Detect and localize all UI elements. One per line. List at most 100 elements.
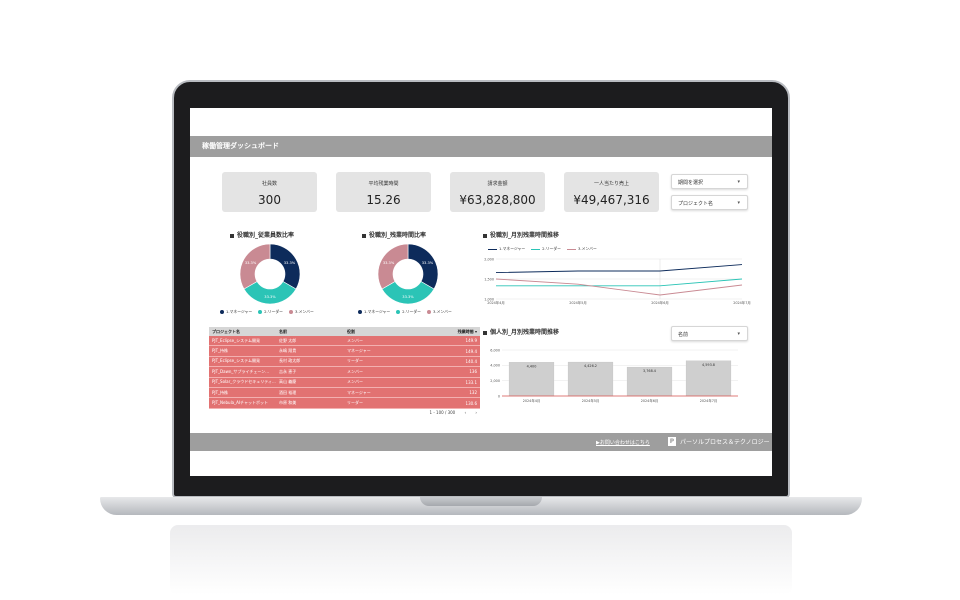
bar[interactable] [685, 360, 732, 397]
table-header: プロジェクト名 名前 役割 残業時間 ▾ [209, 327, 480, 336]
y-tick-label: 1,500 [484, 277, 494, 281]
line-chart-legend: 1.マネージャー 2.リーダー 3.メンバー [488, 246, 597, 252]
bar[interactable] [567, 361, 614, 397]
cell-role: リーダー [347, 400, 363, 406]
contact-link[interactable]: ▶お問い合わせはこちら [596, 440, 650, 446]
legend-dot-icon [258, 310, 263, 314]
cell-overtime: 149.9 [465, 338, 477, 344]
donut-slice-manager[interactable] [407, 243, 439, 290]
kpi-value: 300 [258, 193, 281, 207]
bar-chart-title: 個人別_月別残業時間推移 [483, 327, 559, 336]
table-row[interactable]: PJT_Eclipse_システム開発 佐野 太郎 メンバー 149.9 [209, 336, 480, 347]
donut2-legend: 1.マネージャー 2.リーダー 3.メンバー [358, 309, 452, 315]
legend-dot-icon [426, 310, 431, 314]
table-row[interactable]: PJT_Eclipse_システム開発 長村 政太郎 リーダー 140.4 [209, 356, 480, 368]
kpi-value: ¥63,828,800 [459, 193, 536, 207]
legend-dot-icon [220, 310, 224, 314]
period-select-label: 期間を選択 [678, 180, 704, 186]
bar-data-label: 4,593.8 [702, 363, 715, 367]
cell-role: メンバー [347, 368, 363, 374]
dashboard-title: 稼働管理ダッシュボード [202, 142, 279, 150]
pager-range: 1 - 100 / 300 [429, 410, 456, 415]
kpi-label: 平均残業時間 [368, 181, 399, 187]
table-row[interactable]: PJT_持株 永嶋 翔貴 マネージャー 149.4 [209, 346, 480, 357]
header-name[interactable]: 名前 [279, 328, 287, 334]
y-tick-label: 2,000 [484, 257, 494, 261]
donut-data-label: 33.3% [264, 295, 276, 299]
kpi-label: 一人当たり売上 [593, 181, 629, 187]
kpi-value: 15.26 [366, 193, 401, 207]
cell-role: マネージャー [347, 389, 371, 395]
header-overtime[interactable]: 残業時間 ▾ [457, 328, 477, 334]
caret-down-icon: ▾ [737, 200, 740, 206]
bar[interactable] [508, 362, 555, 397]
dashboard-header: 稼働管理ダッシュボード [190, 136, 772, 157]
table-row[interactable]: PJT_Solar_クラウドセキュリティ... 高山 義慶 メンバー 133.1 [209, 377, 480, 388]
donut-slice-member[interactable] [377, 243, 409, 290]
donut-slice-leader[interactable] [381, 281, 435, 305]
header-role[interactable]: 役割 [347, 328, 355, 334]
legend-item-manager: 1.マネージャー [488, 246, 525, 252]
square-bullet-icon [483, 233, 487, 238]
donut1-chart: 33.3% 33.3% 33.3% [239, 243, 301, 305]
y-tick-label: 6,000 [490, 348, 500, 352]
table-row[interactable]: PJT_Nebula_AIチャットボット 市原 和美 リーダー 130.6 [209, 398, 480, 409]
header-project[interactable]: プロジェクト名 [212, 328, 240, 334]
x-tick-label: 2024年6月 [651, 300, 669, 305]
cell-project: PJT_Solar_クラウドセキュリティ... [212, 379, 276, 385]
cell-role: マネージャー [347, 348, 371, 354]
name-select-label: 名前 [678, 332, 689, 338]
cell-project: PJT_持株 [212, 389, 229, 395]
donut-data-label: 33.3% [402, 295, 414, 299]
x-tick-label: 2024年4月 [523, 398, 541, 403]
brand-logo-icon: P [668, 437, 676, 446]
cell-overtime: 130.6 [465, 400, 477, 406]
cell-name: 酒田 裕理 [279, 389, 297, 395]
legend-item-leader: 2.リーダー [531, 246, 561, 252]
legend-item-leader: 2.リーダー [258, 309, 283, 315]
donut-slice-manager[interactable] [269, 243, 301, 290]
donut-slice-leader[interactable] [243, 281, 297, 305]
bar[interactable] [626, 366, 673, 397]
donut-data-label: 33.3% [245, 261, 257, 265]
legend-dot-icon [358, 310, 362, 314]
donut-slice-member[interactable] [239, 243, 271, 290]
legend-dot-icon [288, 310, 293, 314]
cell-name: 高山 義慶 [279, 379, 297, 385]
bar-data-label: 4,400 [527, 364, 537, 368]
project-select-label: プロジェクト名 [678, 201, 714, 207]
brand-name: パーソルプロセス＆テクノロジー [680, 439, 770, 446]
square-bullet-icon [362, 233, 366, 238]
kpi-card-employees: 社員数 300 [222, 172, 317, 212]
donut1-legend: 1.マネージャー 2.リーダー 3.メンバー [220, 309, 314, 315]
project-select[interactable]: プロジェクト名 ▾ [671, 195, 748, 210]
bar-chart: 6,000 4,000 2,000 0 4,400 2024年4月 4,426.2 2024年… [490, 348, 738, 403]
name-select[interactable]: 名前 ▾ [671, 326, 748, 341]
table-row[interactable]: PJT_持株 酒田 裕理 マネージャー 132 [209, 387, 480, 399]
kpi-card-billing: 請求金額 ¥63,828,800 [450, 172, 545, 212]
overtime-table: プロジェクト名 名前 役割 残業時間 ▾ PJT_Eclipse_システム開発 … [209, 327, 480, 409]
cell-project: PJT_Eclipse_システム開発 [212, 358, 260, 364]
cell-project: PJT_Eclipse_システム開発 [212, 337, 260, 343]
donut2-title: 役職別_残業時間比率 [362, 230, 426, 239]
line-series-member[interactable] [495, 278, 743, 296]
line-series-leader[interactable] [496, 278, 743, 287]
bar-data-label: 3,768.4 [643, 369, 656, 373]
legend-item-member: 3.メンバー [426, 309, 452, 315]
y-tick-label: 0 [498, 394, 500, 398]
cell-name: 佐野 太郎 [279, 337, 297, 343]
laptop-screen: 稼働管理ダッシュボード 社員数 300 平均残業時間 15.26 請求金額 ¥6… [190, 108, 772, 476]
pager-next-button[interactable]: › [475, 410, 477, 415]
donut-data-label: 33.3% [284, 261, 296, 265]
pager-prev-button[interactable]: ‹ [464, 410, 467, 415]
legend-item-manager: 1.マネージャー [358, 309, 390, 315]
cell-project: PJT_Nebula_AIチャットボット [212, 400, 269, 406]
table-row[interactable]: PJT_Dawn_サプライチェーン... 吉永 恵子 メンバー 136 [209, 367, 480, 378]
dashboard-footer: ▶お問い合わせはこちら P パーソルプロセス＆テクノロジー [190, 433, 772, 451]
period-select[interactable]: 期間を選択 ▾ [671, 174, 748, 189]
y-tick-label: 4,000 [490, 364, 500, 368]
line-series-manager[interactable] [495, 264, 743, 274]
table-pager: 1 - 100 / 300 ‹ › [209, 410, 480, 415]
legend-item-manager: 1.マネージャー [220, 309, 252, 315]
